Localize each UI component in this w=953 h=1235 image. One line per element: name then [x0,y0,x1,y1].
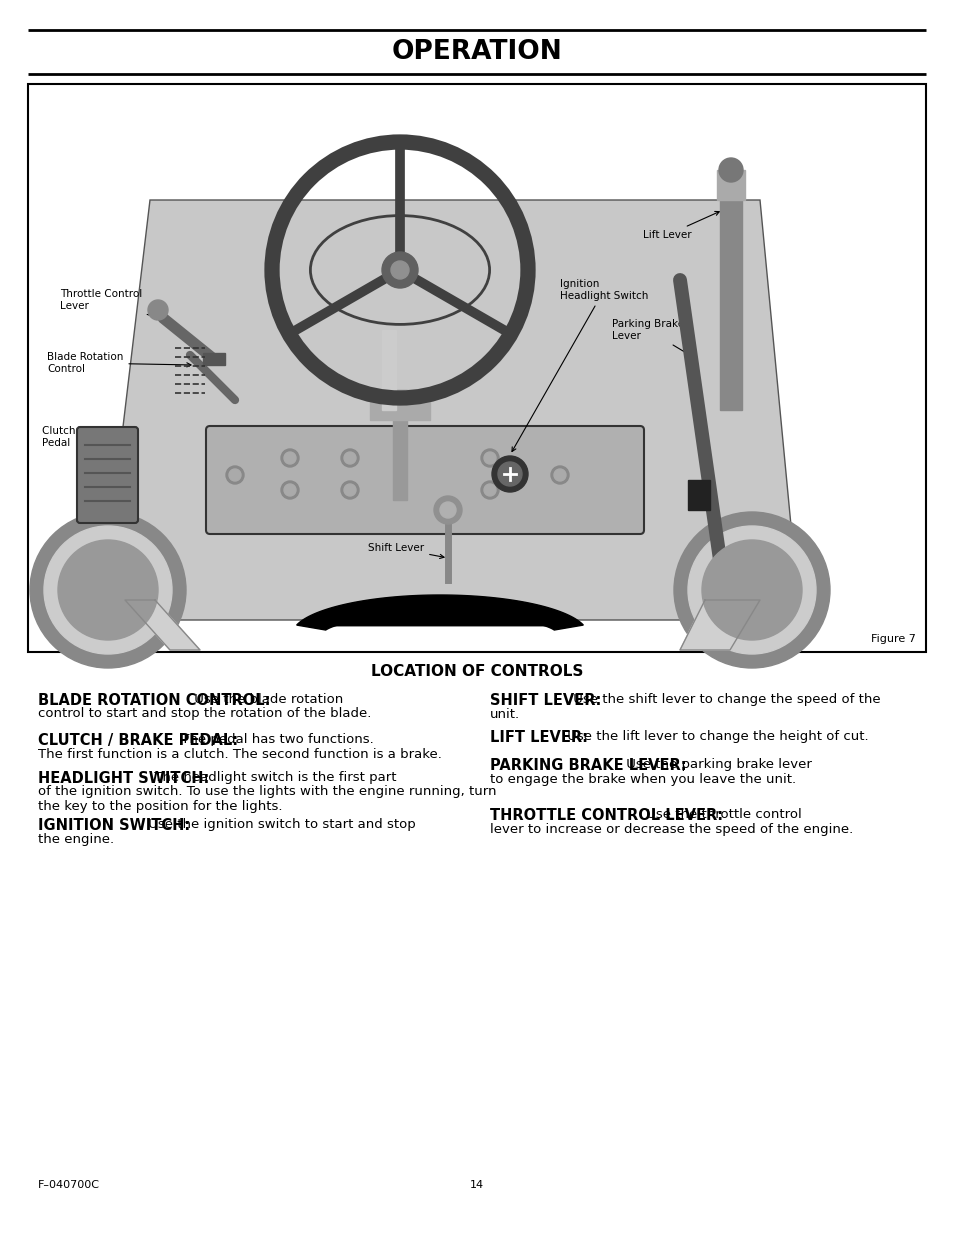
Text: Use the blade rotation: Use the blade rotation [190,693,343,706]
Text: control to start and stop the rotation of the blade.: control to start and stop the rotation o… [38,708,371,720]
Text: F–040700C: F–040700C [38,1179,100,1191]
Text: CLUTCH / BRAKE PEDAL:: CLUTCH / BRAKE PEDAL: [38,734,238,748]
Text: Shift Lever: Shift Lever [368,543,443,558]
Text: The headlight switch is the first part: The headlight switch is the first part [151,771,396,784]
Circle shape [340,480,358,499]
Circle shape [719,158,742,182]
Text: The first function is a clutch. The second function is a brake.: The first function is a clutch. The seco… [38,747,441,761]
Circle shape [381,252,417,288]
Text: Use the lift lever to change the height of cut.: Use the lift lever to change the height … [562,730,867,743]
Text: Blade Rotation
Control: Blade Rotation Control [47,352,191,374]
Circle shape [44,526,172,655]
Text: Use the throttle control: Use the throttle control [641,808,801,821]
Text: LOCATION OF CONTROLS: LOCATION OF CONTROLS [371,664,582,679]
Text: 14: 14 [470,1179,483,1191]
Circle shape [492,456,527,492]
Text: to engage the brake when you leave the unit.: to engage the brake when you leave the u… [490,773,796,785]
Bar [28,84,925,652]
Text: lever to increase or decrease the speed of the engine.: lever to increase or decrease the speed … [490,823,852,836]
Circle shape [148,300,168,320]
Polygon shape [679,600,760,650]
FancyBboxPatch shape [206,426,643,534]
Text: the engine.: the engine. [38,832,114,846]
Bar [720,170,741,410]
Circle shape [480,450,498,467]
Text: of the ignition switch. To use the lights with the engine running, turn: of the ignition switch. To use the light… [38,785,496,799]
Polygon shape [100,200,800,620]
Text: Parking Brake
Lever: Parking Brake Lever [612,319,694,358]
Text: BLADE ROTATION CONTROL:: BLADE ROTATION CONTROL: [38,693,271,708]
Circle shape [281,480,298,499]
Circle shape [226,466,244,484]
Text: Throttle Control
Lever: Throttle Control Lever [60,289,161,320]
Text: unit.: unit. [490,708,519,720]
Text: LIFT LEVER:: LIFT LEVER: [490,730,587,745]
Bar [381,330,395,410]
Text: SHIFT LEVER:: SHIFT LEVER: [490,693,600,708]
Circle shape [497,462,521,487]
Circle shape [391,261,409,279]
Text: OPERATION: OPERATION [392,40,561,65]
Circle shape [551,466,568,484]
Circle shape [58,540,158,640]
Text: PARKING BRAKE LEVER:: PARKING BRAKE LEVER: [490,758,686,773]
Circle shape [483,484,496,496]
Bar [687,480,709,510]
Circle shape [281,450,298,467]
Circle shape [229,469,241,480]
Polygon shape [316,605,563,626]
Bar [717,170,744,200]
Circle shape [439,501,456,517]
Text: Use the parking brake lever: Use the parking brake lever [621,758,811,771]
Text: The pedal has two functions.: The pedal has two functions. [176,734,374,746]
Text: Use the ignition switch to start and stop: Use the ignition switch to start and sto… [144,818,416,831]
Bar [393,390,407,500]
Circle shape [480,480,498,499]
Text: THROTTLE CONTROL LEVER:: THROTTLE CONTROL LEVER: [490,808,722,823]
Polygon shape [296,595,582,630]
Text: Use the shift lever to change the speed of the: Use the shift lever to change the speed … [569,693,880,706]
Text: Clutch / Brake
Pedal: Clutch / Brake Pedal [42,426,115,448]
Circle shape [554,469,565,480]
Circle shape [30,513,186,668]
Bar [203,353,225,366]
Text: Ignition
Headlight Switch: Ignition Headlight Switch [512,279,648,452]
Circle shape [344,452,355,464]
FancyBboxPatch shape [77,427,138,522]
Circle shape [340,450,358,467]
Text: HEADLIGHT SWITCH:: HEADLIGHT SWITCH: [38,771,209,785]
Circle shape [673,513,829,668]
Circle shape [284,484,295,496]
Circle shape [687,526,815,655]
Circle shape [701,540,801,640]
Circle shape [284,452,295,464]
Text: IGNITION SWITCH:: IGNITION SWITCH: [38,818,190,832]
Circle shape [483,452,496,464]
Bar [370,390,430,420]
Polygon shape [125,600,200,650]
Text: Figure 7: Figure 7 [870,634,915,643]
Circle shape [434,496,461,524]
Text: the key to the position for the lights.: the key to the position for the lights. [38,800,282,813]
Circle shape [344,484,355,496]
Text: Lift Lever: Lift Lever [642,211,719,240]
